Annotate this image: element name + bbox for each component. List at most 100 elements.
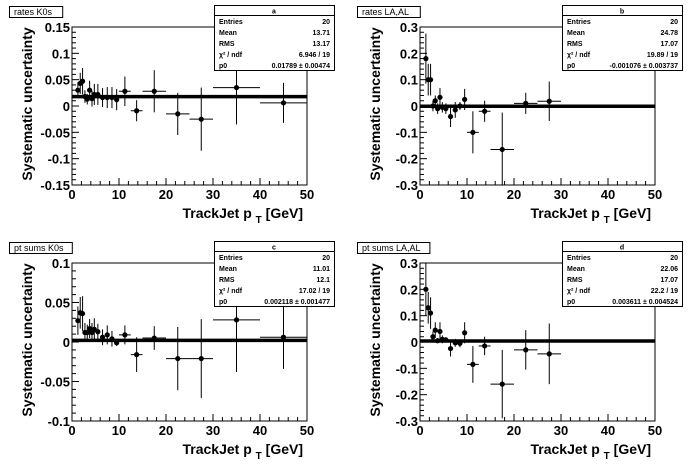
stats-label: χ² / ndf	[219, 288, 243, 295]
stats-value: 24.78	[660, 30, 678, 37]
chart-a: -0.15 -0.1 -0.05 0 0.05 0.1 0.15 0 10 20 30 40 50 Sys…	[9, 5, 335, 226]
data-point	[79, 310, 86, 317]
data-point	[198, 116, 204, 122]
y-tick-label: -0.1	[396, 125, 418, 140]
stats-value: 0.01789 ± 0.00474	[272, 63, 330, 70]
y-axis-title: Systematic uncertainty	[367, 263, 383, 416]
stats-box	[562, 5, 683, 71]
stats-label: RMS	[219, 41, 235, 48]
y-tick-label: 0	[411, 335, 418, 350]
data-point	[457, 340, 463, 346]
stats-value: 6.946 / 19	[299, 52, 330, 59]
stats-label: Mean	[219, 30, 237, 37]
y-tick-label: -0.3	[396, 178, 418, 193]
x-tick-label: 20	[507, 423, 521, 438]
data-point	[435, 338, 441, 344]
stats-label: Entries	[567, 19, 591, 26]
stats-name: c	[272, 245, 276, 252]
y-tick-label: 0.3	[400, 20, 418, 35]
data-point	[75, 318, 81, 324]
stats-value: 13.71	[312, 30, 330, 37]
x-tick-label: 40	[601, 187, 615, 202]
data-point	[198, 355, 204, 362]
data-point	[79, 78, 86, 84]
stats-value: 12.1	[316, 277, 330, 284]
title-box	[357, 242, 431, 254]
data-point	[95, 91, 101, 98]
data-point	[462, 96, 468, 103]
data-point	[435, 106, 441, 112]
y-tick-label: 0.1	[400, 73, 418, 88]
stats-box	[214, 241, 335, 307]
data-point	[151, 335, 157, 341]
data-point	[499, 146, 505, 153]
panel-a: -0.15 -0.1 -0.05 0 0.05 0.1 0.15 0 10 20 30 40 50 Sys…	[0, 0, 348, 236]
stats-value: 13.17	[312, 41, 330, 48]
data-point	[99, 94, 106, 101]
data-point	[233, 84, 240, 91]
y-tick-label: 0.3	[400, 256, 418, 271]
stats-label: Mean	[219, 266, 237, 273]
data-point	[280, 334, 287, 340]
x-tick-label: 40	[253, 423, 267, 438]
stats-value: 17.07	[660, 41, 678, 48]
plot-title: pt sums LA,AL	[362, 243, 421, 253]
y-tick-label: 0	[63, 335, 70, 350]
stats-label: RMS	[567, 41, 583, 48]
chart-d: -0.3 -0.2 -0.1 0 0.1 0.2 0.3 0 10 20 30 40 50 Systema…	[357, 241, 683, 462]
stats-label: χ² / ndf	[567, 288, 591, 295]
data-point	[470, 361, 476, 367]
data-point	[447, 345, 454, 352]
data-point	[89, 96, 95, 102]
data-point	[546, 98, 552, 104]
data-point	[109, 336, 115, 342]
x-tick-label: 30	[554, 423, 568, 438]
stats-name: d	[620, 245, 624, 252]
x-axis-title: TrackJet p T [GeV]	[531, 441, 652, 462]
data-point	[443, 337, 449, 343]
stats-name: b	[620, 9, 624, 16]
plot-title: rates LA,AL	[362, 7, 409, 17]
data-point	[175, 355, 181, 362]
data-point	[462, 330, 468, 336]
stats-value: 22.2 / 19	[651, 288, 678, 295]
data-point	[233, 317, 240, 323]
x-axis-title: TrackJet p T [GeV]	[531, 205, 652, 226]
y-tick-label: 0.1	[52, 256, 70, 271]
x-tick-label: 0	[416, 423, 423, 438]
stats-value: 0.003611 ± 0.004524	[612, 299, 678, 306]
x-tick-label: 10	[112, 423, 126, 438]
y-tick-label: 0.1	[400, 309, 418, 324]
y-tick-label: -0.1	[48, 152, 70, 167]
data-point	[457, 103, 463, 109]
data-point	[482, 343, 488, 349]
data-point	[134, 352, 140, 358]
stats-value: 20	[670, 255, 678, 262]
data-point	[499, 381, 505, 387]
x-tick-label: 0	[416, 187, 423, 202]
stats-label: Entries	[219, 255, 243, 262]
x-tick-label: 10	[460, 423, 474, 438]
x-tick-label: 40	[253, 187, 267, 202]
stats-label: p0	[567, 299, 575, 306]
stats-value: 0.002118 ± 0.001477	[264, 299, 330, 306]
y-tick-label: 0.15	[45, 20, 70, 35]
plot-title: rates K0s	[14, 7, 53, 17]
data-point	[84, 329, 90, 336]
data-point	[523, 100, 529, 106]
stats-value: 11.01	[313, 266, 330, 273]
stats-value: 20	[322, 19, 330, 26]
y-tick-label: 0	[63, 99, 70, 114]
panel-d: -0.3 -0.2 -0.1 0 0.1 0.2 0.3 0 10 20 30 40 50 Systema…	[348, 236, 696, 472]
data-point	[482, 108, 488, 114]
stats-label: Entries	[219, 19, 243, 26]
chart-c: -0.1 -0.05 0 0.05 0.1 0 10 20 30 40 50 Systematic u…	[9, 241, 335, 462]
stats-value: 20	[670, 19, 678, 26]
x-tick-label: 0	[68, 423, 75, 438]
data-point	[437, 94, 443, 100]
x-tick-label: 20	[159, 423, 173, 438]
data-point	[427, 77, 434, 83]
data-point	[423, 286, 429, 292]
data-point	[75, 87, 81, 93]
data-point	[546, 351, 552, 357]
